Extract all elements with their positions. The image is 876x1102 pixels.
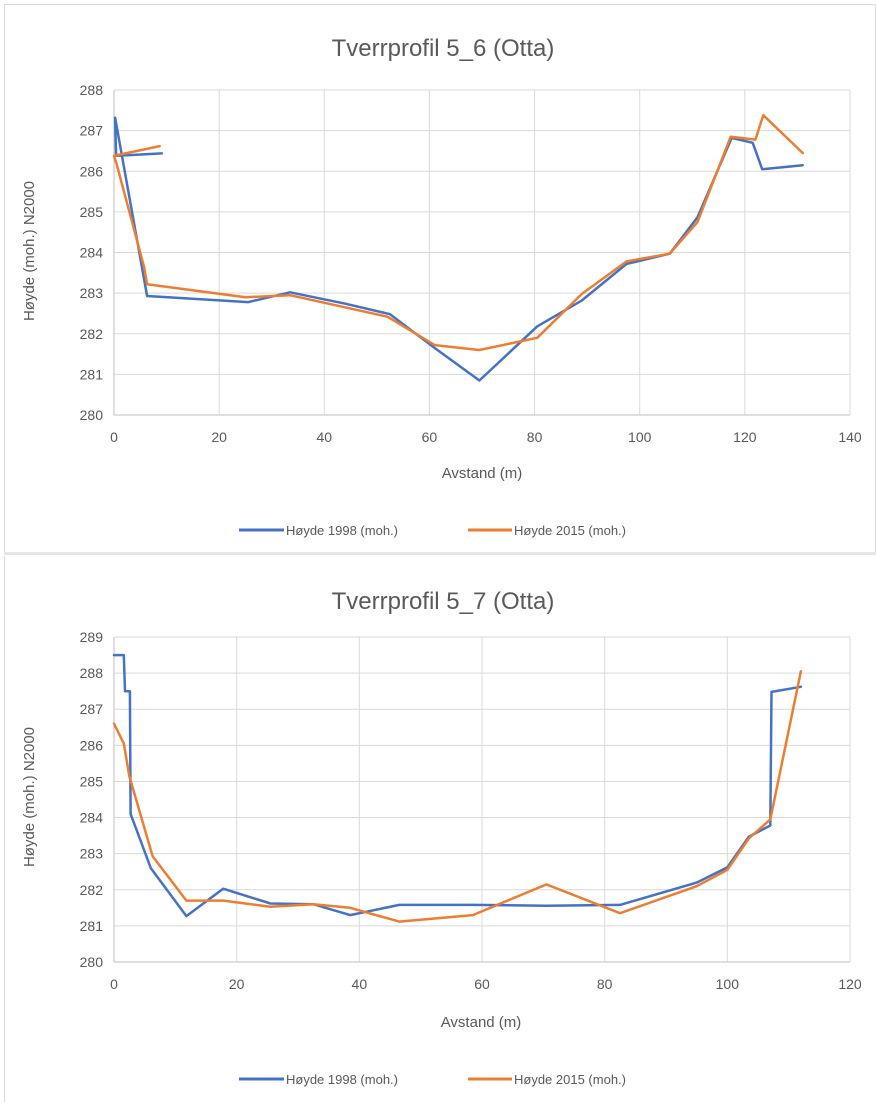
x-tick-label: 120 — [838, 976, 862, 992]
y-tick-label: 288 — [80, 665, 104, 681]
y-tick-label: 280 — [80, 954, 104, 970]
x-axis-label: Avstand (m) — [441, 1014, 522, 1031]
y-tick-label: 281 — [80, 366, 104, 382]
series-line-2015 — [112, 113, 804, 352]
y-tick-label: 284 — [80, 810, 104, 826]
x-tick-label: 100 — [628, 429, 652, 445]
x-tick-label: 40 — [352, 976, 368, 992]
x-tick-label: 0 — [110, 976, 118, 992]
x-tick-label: 80 — [527, 429, 543, 445]
legend-entry-2015: Høyde 2015 (moh.) — [514, 523, 626, 538]
y-axis-label: Høyde (moh.) N2000 — [21, 727, 38, 867]
y-tick-label: 281 — [80, 918, 104, 934]
y-tick-label: 280 — [80, 407, 104, 423]
y-tick-label: 285 — [80, 773, 104, 789]
y-tick-label: 284 — [80, 245, 104, 261]
y-tick-label: 286 — [80, 163, 104, 179]
y-tick-label: 286 — [80, 737, 104, 753]
y-tick-label: 288 — [80, 82, 104, 98]
x-tick-label: 20 — [211, 429, 227, 445]
series-line-1998 — [112, 653, 803, 918]
y-tick-label: 289 — [80, 629, 104, 645]
x-tick-label: 60 — [422, 429, 438, 445]
x-tick-label: 20 — [229, 976, 245, 992]
x-tick-label: 100 — [716, 976, 740, 992]
x-tick-label: 0 — [110, 429, 118, 445]
legend-entry-1998: Høyde 1998 (moh.) — [286, 1072, 398, 1087]
y-axis-label: Høyde (moh.) N2000 — [21, 181, 38, 321]
x-tick-label: 60 — [474, 976, 490, 992]
x-tick-label: 140 — [838, 429, 862, 445]
y-tick-label: 287 — [80, 123, 104, 139]
x-tick-label: 40 — [316, 429, 332, 445]
y-tick-label: 282 — [80, 882, 104, 898]
chart-tverrprofil-5-6: Tverrprofil 5_6 (Otta) Avstand (m) Høyde… — [21, 35, 862, 538]
panel-separator — [4, 552, 876, 555]
x-axis-label: Avstand (m) — [442, 465, 523, 482]
legend-entry-2015: Høyde 2015 (moh.) — [514, 1072, 626, 1087]
series-line-2015 — [112, 670, 803, 923]
x-tick-label: 80 — [597, 976, 613, 992]
y-tick-label: 285 — [80, 204, 104, 220]
y-tick-label: 283 — [80, 285, 104, 301]
legend-entry-1998: Høyde 1998 (moh.) — [286, 523, 398, 538]
chart-tverrprofil-5-7: Tverrprofil 5_7 (Otta) Avstand (m) Høyde… — [21, 588, 862, 1087]
y-tick-label: 282 — [80, 326, 104, 342]
chart-panel-1 — [4, 4, 876, 552]
chart-title: Tverrprofil 5_6 (Otta) — [332, 35, 555, 62]
chart-title: Tverrprofil 5_7 (Otta) — [332, 588, 555, 615]
x-tick-label: 120 — [733, 429, 757, 445]
chart-panel-2 — [4, 556, 875, 1102]
series-line-1998 — [113, 116, 804, 382]
y-tick-label: 283 — [80, 846, 104, 862]
y-tick-label: 287 — [80, 701, 104, 717]
